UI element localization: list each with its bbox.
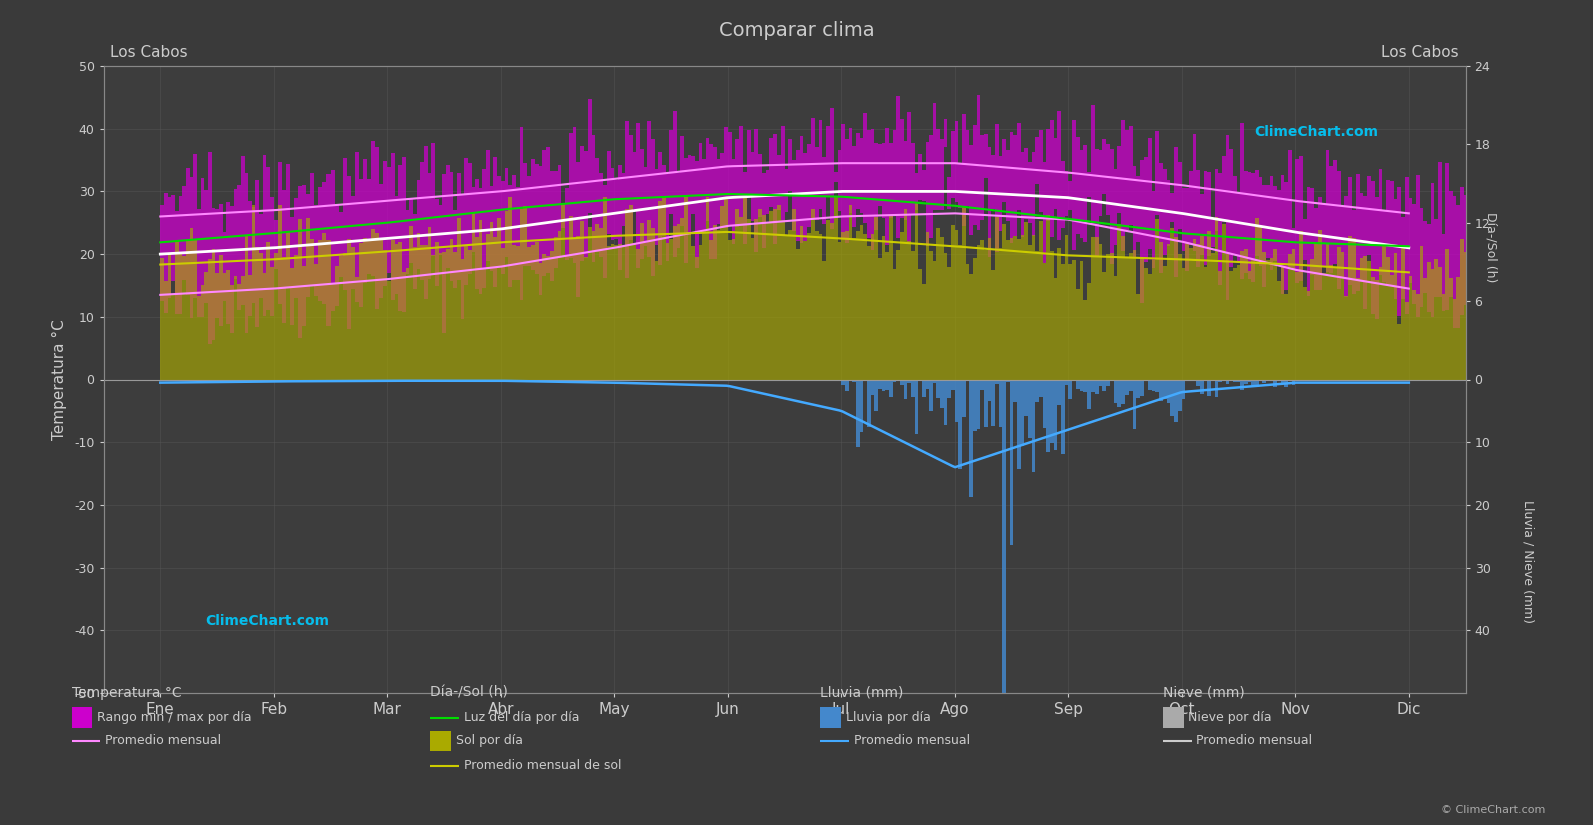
Text: Comparar clima: Comparar clima [718,21,875,40]
Text: Lluvia por día: Lluvia por día [846,711,930,724]
Text: Temperatura °C: Temperatura °C [72,686,182,700]
Text: Sol por día: Sol por día [456,734,523,747]
Text: Día-/Sol (h): Día-/Sol (h) [1485,212,1497,283]
Text: Promedio mensual: Promedio mensual [854,734,970,747]
Text: Rango min / max por día: Rango min / max por día [97,711,252,724]
Text: Nieve por día: Nieve por día [1188,711,1271,724]
Text: Los Cabos: Los Cabos [1381,45,1459,59]
Y-axis label: Temperatura °C: Temperatura °C [53,319,67,440]
Text: Promedio mensual: Promedio mensual [1196,734,1313,747]
Text: Lluvia (mm): Lluvia (mm) [820,686,903,700]
Text: Día-/Sol (h): Día-/Sol (h) [430,686,508,700]
Text: Los Cabos: Los Cabos [110,45,188,59]
Text: Lluvia / Nieve (mm): Lluvia / Nieve (mm) [1521,499,1534,623]
Text: Promedio mensual: Promedio mensual [105,734,221,747]
Text: Promedio mensual de sol: Promedio mensual de sol [464,759,621,772]
Text: Luz del día por día: Luz del día por día [464,711,580,724]
Text: © ClimeChart.com: © ClimeChart.com [1440,804,1545,814]
Text: Nieve (mm): Nieve (mm) [1163,686,1244,700]
Text: ClimeChart.com: ClimeChart.com [205,614,330,628]
Text: ClimeChart.com: ClimeChart.com [1254,125,1378,139]
